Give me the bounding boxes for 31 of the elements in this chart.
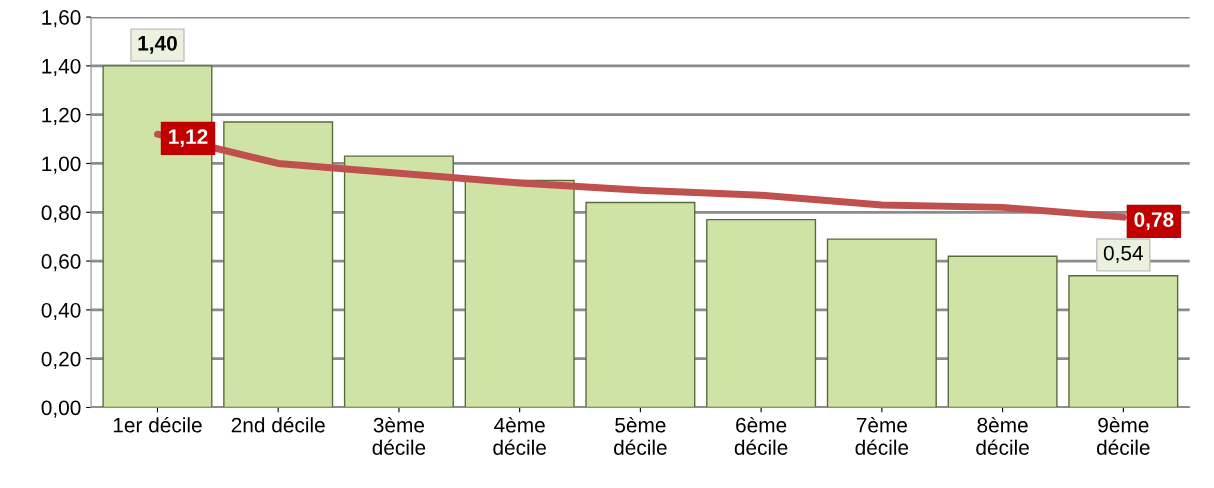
data-label: 1,40 <box>138 35 177 54</box>
y-tick-label: 1,20 <box>42 107 81 125</box>
y-tick-label: 0,80 <box>41 205 81 223</box>
x-tick-label: 8ème décile <box>976 416 1029 455</box>
x-tick-label: 3ème décile <box>372 416 426 455</box>
data-label: 0,78 <box>1134 212 1174 230</box>
y-tick-label: 1,00 <box>42 156 81 174</box>
bar <box>947 255 1058 408</box>
x-tick-label: 7ème décile <box>855 416 909 455</box>
y-tick-label: 0,20 <box>41 351 81 369</box>
bar <box>102 65 213 408</box>
data-label: 1,12 <box>169 129 208 147</box>
x-tick-label: 5ème décile <box>614 416 667 455</box>
x-tick-label: 4ème décile <box>493 416 546 455</box>
y-tick-label: 1,40 <box>42 58 81 77</box>
bar <box>223 121 334 408</box>
x-tick-label: 6ème décile <box>734 416 788 455</box>
x-tick-label: 9ème décile <box>1096 416 1150 455</box>
bar <box>343 155 454 408</box>
x-tick-label: 2nd décile <box>231 416 325 433</box>
data-label: 0,54 <box>1103 245 1143 263</box>
x-tick-label: 1er décile <box>113 416 202 433</box>
bar <box>1068 275 1179 408</box>
bar <box>585 201 696 408</box>
y-tick-label: 0,00 <box>41 400 81 418</box>
y-tick-label: 0,40 <box>41 302 81 321</box>
bar <box>706 218 817 408</box>
y-tick-label: 0,60 <box>41 254 81 272</box>
y-tick-label: 1,60 <box>42 10 81 28</box>
bar <box>464 179 575 408</box>
bar <box>826 238 937 408</box>
